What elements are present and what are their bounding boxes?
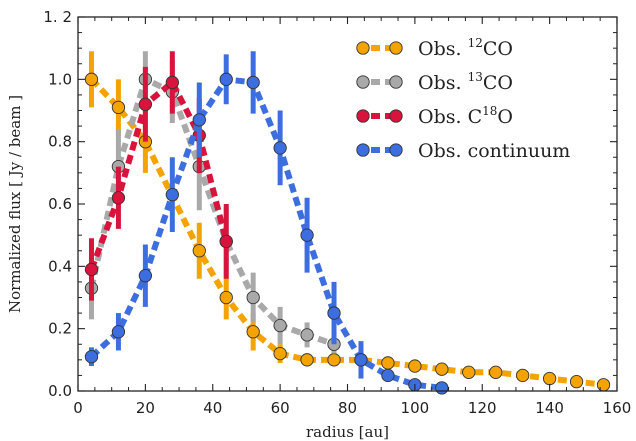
data-point	[84, 350, 99, 364]
x-axis-title: radius [au]	[306, 423, 389, 441]
legend-item: Obs. 13CO	[356, 70, 513, 94]
legend-marker	[356, 75, 370, 89]
x-tick-label: 40	[203, 399, 222, 417]
legend: Obs. 12CO Obs. 13CO Obs. C18O Obs. continuu…	[356, 36, 570, 162]
series-group	[84, 51, 233, 301]
y-tick-label: 0.6	[48, 195, 72, 213]
series-line	[88, 75, 336, 348]
data-point	[138, 97, 153, 111]
data-point	[273, 346, 287, 361]
series-line	[88, 77, 230, 271]
data-point	[300, 328, 314, 342]
data-point	[84, 262, 99, 277]
data-point	[246, 325, 260, 339]
legend-marker	[356, 41, 370, 55]
y-tick-label: 1. 2	[43, 8, 72, 26]
y-tick-label: 0.4	[48, 257, 72, 275]
y-tick-label: 1.0	[48, 70, 72, 88]
x-tick-label: 140	[535, 399, 564, 417]
data-point	[327, 353, 341, 367]
data-point	[462, 365, 476, 379]
legend-label: Obs. 12CO	[418, 36, 513, 60]
data-point	[327, 306, 341, 320]
series-line	[89, 77, 604, 388]
data-point	[165, 75, 179, 90]
x-tick-label: 120	[468, 399, 497, 417]
legend-marker	[389, 109, 403, 123]
data-point	[435, 362, 449, 376]
data-point	[381, 368, 395, 383]
series-group	[84, 51, 611, 392]
legend-label: Obs. C18O	[418, 104, 513, 128]
legend-marker	[356, 109, 370, 123]
series-group	[84, 51, 341, 354]
data-point	[273, 318, 287, 333]
data-point	[596, 378, 611, 392]
data-point	[354, 353, 368, 367]
y-tick-label: 0.0	[48, 382, 72, 400]
y-tick-label: 0.8	[48, 133, 72, 151]
series-group	[84, 51, 449, 395]
data-point	[138, 269, 153, 283]
data-point	[111, 100, 126, 115]
legend-label: Obs. 13CO	[418, 70, 513, 94]
ticks-layer: 0 20 40 60 80 100 120 140 160 0.0 0.2 0.4 0.6 0.8 1.0 1…	[43, 8, 631, 417]
data-point	[569, 374, 584, 389]
legend-label: Obs. continuum	[418, 140, 570, 162]
data-point	[111, 325, 126, 339]
legend-item: Obs. C18O	[356, 104, 513, 128]
data-point	[219, 234, 233, 249]
data-point	[219, 72, 233, 86]
x-tick-label: 160	[603, 399, 632, 417]
data-point	[192, 113, 206, 127]
legend-item: Obs. 12CO	[356, 36, 513, 60]
series-layer	[84, 51, 611, 395]
data-point	[219, 290, 233, 305]
data-point	[435, 381, 449, 395]
legend-marker	[389, 41, 403, 55]
data-point	[542, 371, 557, 386]
data-point	[165, 187, 179, 202]
data-point	[111, 191, 126, 205]
y-axis-title: Normalized flux [ Jy / beam ]	[6, 95, 24, 313]
data-point	[408, 359, 422, 373]
x-tick-label: 100	[401, 399, 430, 417]
data-point	[246, 75, 260, 90]
data-point	[246, 290, 260, 305]
x-tick-label: 20	[136, 399, 155, 417]
y-tick-label: 0.2	[48, 320, 72, 338]
x-tick-label: 0	[73, 399, 83, 417]
data-point	[300, 228, 314, 242]
data-point	[192, 244, 206, 258]
x-tick-label: 60	[271, 399, 290, 417]
data-point	[84, 72, 99, 86]
data-point	[489, 365, 503, 379]
data-point	[273, 141, 287, 155]
x-tick-label: 80	[338, 399, 357, 417]
data-point	[381, 356, 395, 370]
legend-marker	[356, 143, 370, 157]
data-point	[516, 368, 530, 383]
legend-item: Obs. continuum	[356, 140, 570, 162]
legend-marker	[389, 143, 403, 157]
data-point	[300, 353, 314, 367]
legend-marker	[389, 75, 403, 89]
